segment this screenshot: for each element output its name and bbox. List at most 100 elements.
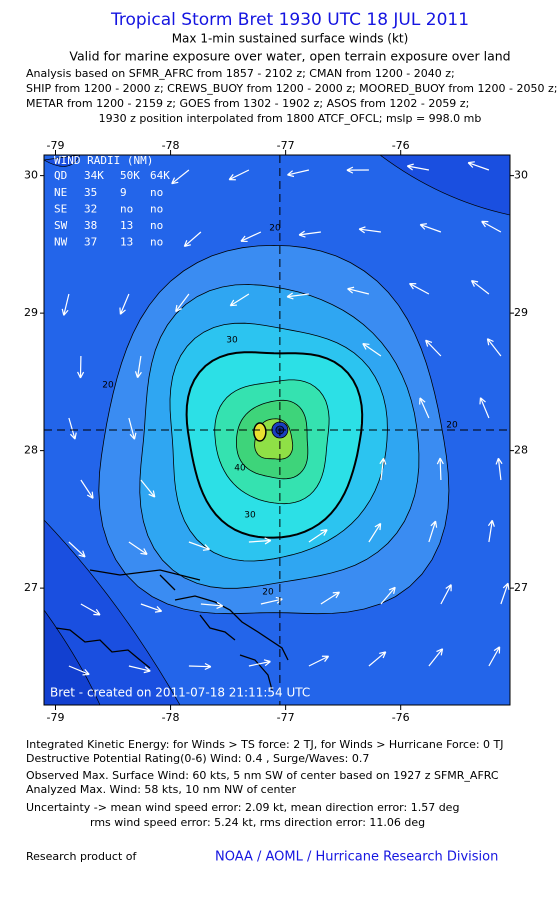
wind-arrow <box>479 397 490 419</box>
organization-link[interactable]: NOAA / AOML / Hurricane Research Divisio… <box>215 850 498 865</box>
footer-line: Uncertainty -> mean wind speed error: 2.… <box>26 801 459 814</box>
wind-arrow <box>61 293 70 316</box>
y-tick-label: 30 <box>514 169 528 182</box>
y-tick-label: 29 <box>24 306 38 319</box>
wind-arrow <box>486 338 502 357</box>
title: Tropical Storm Bret 1930 UTC 18 JUL 2011 <box>110 10 469 30</box>
validity: Valid for marine exposure over water, op… <box>69 49 510 64</box>
wind-arrow <box>428 520 438 543</box>
map: 20 20 20 20 30 30 40 WIND RADII (NM) QD 34K 50K 64K… <box>44 154 510 705</box>
radii-cell: 13 <box>120 219 133 232</box>
wind-arrow <box>481 220 502 233</box>
wind-max <box>253 422 267 442</box>
radii-cell: SE <box>54 203 67 216</box>
wind-arrow <box>380 586 396 605</box>
radii-cell: 32 <box>84 203 97 216</box>
subtitle: Max 1-min sustained surface winds (kt) <box>172 32 409 46</box>
wind-arrow <box>436 457 444 481</box>
radii-cell: 13 <box>120 236 133 249</box>
radii-cell: 9 <box>120 186 127 199</box>
radii-cell: SW <box>54 219 68 232</box>
wind-arrow <box>308 655 330 667</box>
wind-arrow <box>488 646 501 667</box>
footer-line: Observed Max. Surface Wind: 60 kts, 5 nm… <box>26 769 499 782</box>
wind-arrow <box>248 537 272 545</box>
wind-arrow <box>428 648 444 667</box>
radii-cell: no <box>120 203 133 216</box>
wind-arrow <box>140 603 163 613</box>
analysis-line: SHIP from 1200 - 2000 z; CREWS_BUOY from… <box>26 82 557 95</box>
wind-arrow <box>140 479 156 498</box>
contour-label: 20 <box>262 588 274 598</box>
wind-arrow <box>188 541 211 551</box>
radii-cell: no <box>150 186 163 199</box>
wind-arrow <box>362 342 382 357</box>
wind-arrow <box>228 169 250 181</box>
wind-arrow <box>495 457 503 481</box>
wind-arrow <box>80 603 101 616</box>
wind-arrow <box>406 163 430 171</box>
wind-arrow <box>409 282 430 295</box>
y-tick-label: 28 <box>514 444 528 457</box>
x-tick-label: -77 <box>277 711 295 724</box>
wind-arrow <box>467 161 490 171</box>
radii-title: WIND RADII (NM) <box>54 154 153 167</box>
wind-arrow <box>500 582 510 605</box>
wind-arrow <box>298 230 321 238</box>
wind-arrow <box>419 397 430 419</box>
wind-arrow <box>134 355 142 379</box>
y-tick-label: 28 <box>24 444 38 457</box>
wind-arrow <box>308 529 328 543</box>
radii-header: QD <box>54 169 67 182</box>
y-tick-label: 29 <box>514 306 528 319</box>
wind-arrow <box>368 651 387 667</box>
position-note: 1930 z position interpolated from 1800 A… <box>99 112 482 125</box>
footer-line: Integrated Kinetic Energy: for Winds > T… <box>26 738 504 751</box>
radii-header: 64K <box>150 169 170 182</box>
x-tick-label: -76 <box>392 711 410 724</box>
radii-header: 50K <box>120 169 140 182</box>
wind-arrow <box>188 662 212 671</box>
wind-arrow <box>347 286 370 295</box>
radii-cell: NE <box>54 186 67 199</box>
wind-arrow <box>419 223 442 233</box>
radii-cell: NW <box>54 236 68 249</box>
wind-arrow <box>248 659 271 667</box>
wind-arrow <box>286 292 309 300</box>
radii-cell: no <box>150 219 163 232</box>
x-tick-label: -78 <box>162 139 180 152</box>
wind-arrow <box>346 166 369 174</box>
wind-arrow <box>320 591 340 605</box>
x-tick-label: -79 <box>47 711 65 724</box>
map-frame <box>43 154 511 706</box>
contour-label: 20 <box>269 224 281 234</box>
contour-label: 30 <box>226 336 238 346</box>
x-tick-label: -79 <box>47 139 65 152</box>
wind-arrow <box>68 417 77 440</box>
contour-label: 30 <box>244 511 256 521</box>
wind-arrow <box>487 519 495 543</box>
wind-arrow <box>240 231 262 243</box>
wind-arrow <box>171 169 190 185</box>
credit: Bret - created on 2011-07-18 21:11:54 UT… <box>50 686 310 700</box>
wind-arrow <box>229 293 250 307</box>
coastline <box>55 569 289 691</box>
radii-cell: no <box>150 236 163 249</box>
radii-header: 34K <box>84 169 104 182</box>
y-tick-label: 27 <box>514 581 528 594</box>
product: Research product of <box>26 850 137 863</box>
wind-arrow <box>119 293 130 315</box>
contour-label: 40 <box>234 464 246 474</box>
outer-band <box>44 519 181 705</box>
wind-arrow <box>425 339 442 357</box>
wind-arrow <box>68 541 86 558</box>
wind-arrow <box>379 457 387 481</box>
radii-cell: 38 <box>84 219 97 232</box>
y-tick-label: 30 <box>24 169 38 182</box>
y-tick-label: 27 <box>24 581 38 594</box>
contour-label: 20 <box>446 421 458 431</box>
radii-cell: no <box>150 203 163 216</box>
wind-arrow <box>80 479 94 499</box>
wind-arrow <box>200 601 224 609</box>
wind-arrow <box>128 417 137 440</box>
